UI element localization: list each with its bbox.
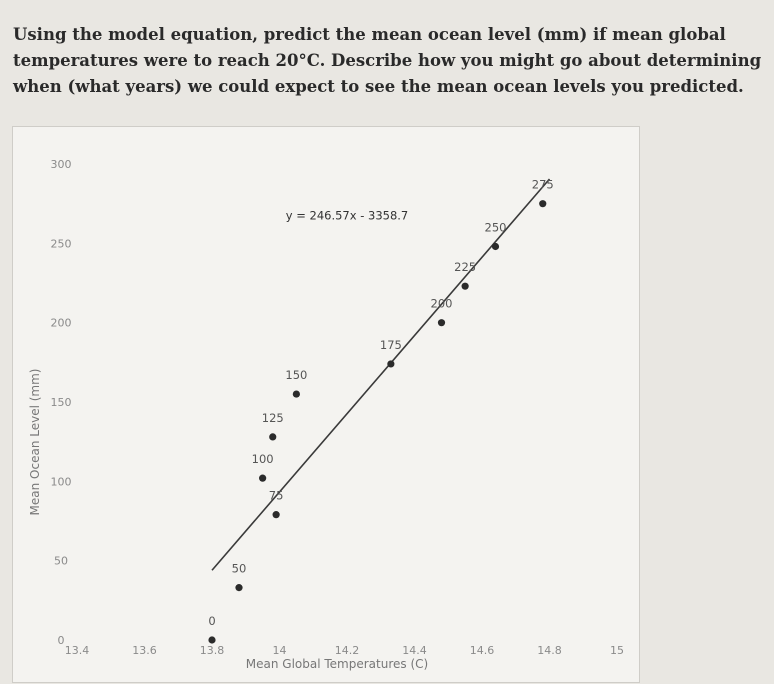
y-tick-label: 250 <box>51 237 72 250</box>
data-point-label: 225 <box>454 260 476 274</box>
trendline <box>211 178 551 571</box>
x-tick-label: 14.2 <box>335 644 360 657</box>
y-tick-label: 100 <box>51 475 72 488</box>
data-point <box>387 360 395 368</box>
data-point <box>269 433 277 441</box>
data-point-label: 100 <box>252 452 274 466</box>
data-point-label: 125 <box>262 411 284 425</box>
y-tick-label: 50 <box>54 555 68 568</box>
x-tick-label: 14.4 <box>402 644 427 657</box>
x-tick-label: 14 <box>273 644 287 657</box>
data-point <box>491 242 500 251</box>
trendline-equation-label: y = 246.57x - 3358.7 <box>286 209 409 223</box>
data-point <box>259 474 267 482</box>
x-tick-label: 14.8 <box>537 644 562 657</box>
y-axis-title: Mean Ocean Level (mm) <box>28 369 42 516</box>
data-point-label: 75 <box>269 489 284 503</box>
data-point-label: 175 <box>380 338 402 352</box>
x-tick-label: 14.6 <box>470 644 495 657</box>
x-tick-label: 15 <box>610 644 624 657</box>
x-axis-title: Mean Global Temperatures (C) <box>246 657 428 671</box>
y-tick-label: 200 <box>51 317 72 330</box>
x-tick-label: 13.6 <box>132 644 157 657</box>
data-point <box>208 636 216 644</box>
question-text: Using the model equation, predict the me… <box>13 25 762 96</box>
y-tick-label: 0 <box>58 634 65 647</box>
data-point <box>437 319 446 327</box>
x-tick-label: 13.8 <box>200 644 225 657</box>
chart-panel: 0 50 100 150 200 250 300 13.4 13.6 13.8 14 14.2 14.4… <box>12 126 640 683</box>
data-point-label: 200 <box>431 297 453 311</box>
data-point-label: 50 <box>232 562 247 576</box>
data-point <box>539 200 547 208</box>
data-point-label: 275 <box>532 178 554 192</box>
x-tick-label: 13.4 <box>65 644 90 657</box>
data-point-label: 150 <box>285 368 307 382</box>
y-tick-label: 300 <box>51 158 72 171</box>
data-point <box>235 584 243 592</box>
y-tick-label: 150 <box>51 396 72 409</box>
data-point <box>461 282 469 290</box>
data-point <box>292 390 300 398</box>
data-point-label: 250 <box>485 221 507 235</box>
data-point <box>272 511 280 519</box>
data-point-label: 0 <box>208 614 215 628</box>
